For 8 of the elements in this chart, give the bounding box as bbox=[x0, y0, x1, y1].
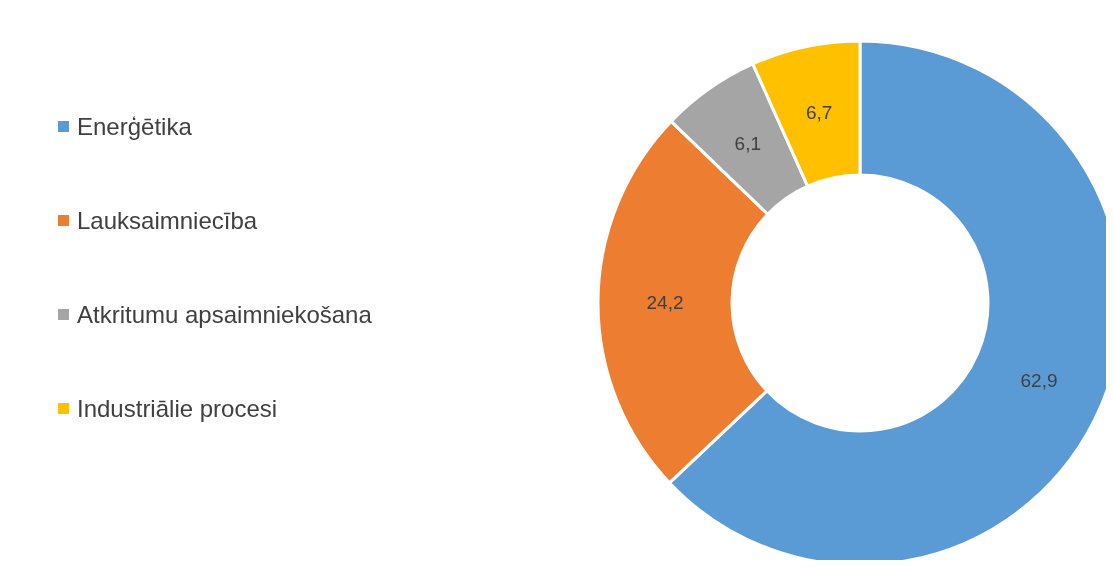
legend-label: Industriālie procesi bbox=[77, 394, 278, 423]
data-label: 62,9 bbox=[1020, 369, 1058, 391]
data-label: 6,7 bbox=[806, 101, 833, 123]
legend-label: Atkritumu apsaimniekošana bbox=[77, 300, 372, 329]
legend-label: Enerģētika bbox=[77, 112, 192, 141]
data-label: 6,1 bbox=[734, 133, 761, 155]
data-label: 24,2 bbox=[646, 291, 684, 313]
legend-label: Lauksaimniecība bbox=[77, 206, 258, 235]
